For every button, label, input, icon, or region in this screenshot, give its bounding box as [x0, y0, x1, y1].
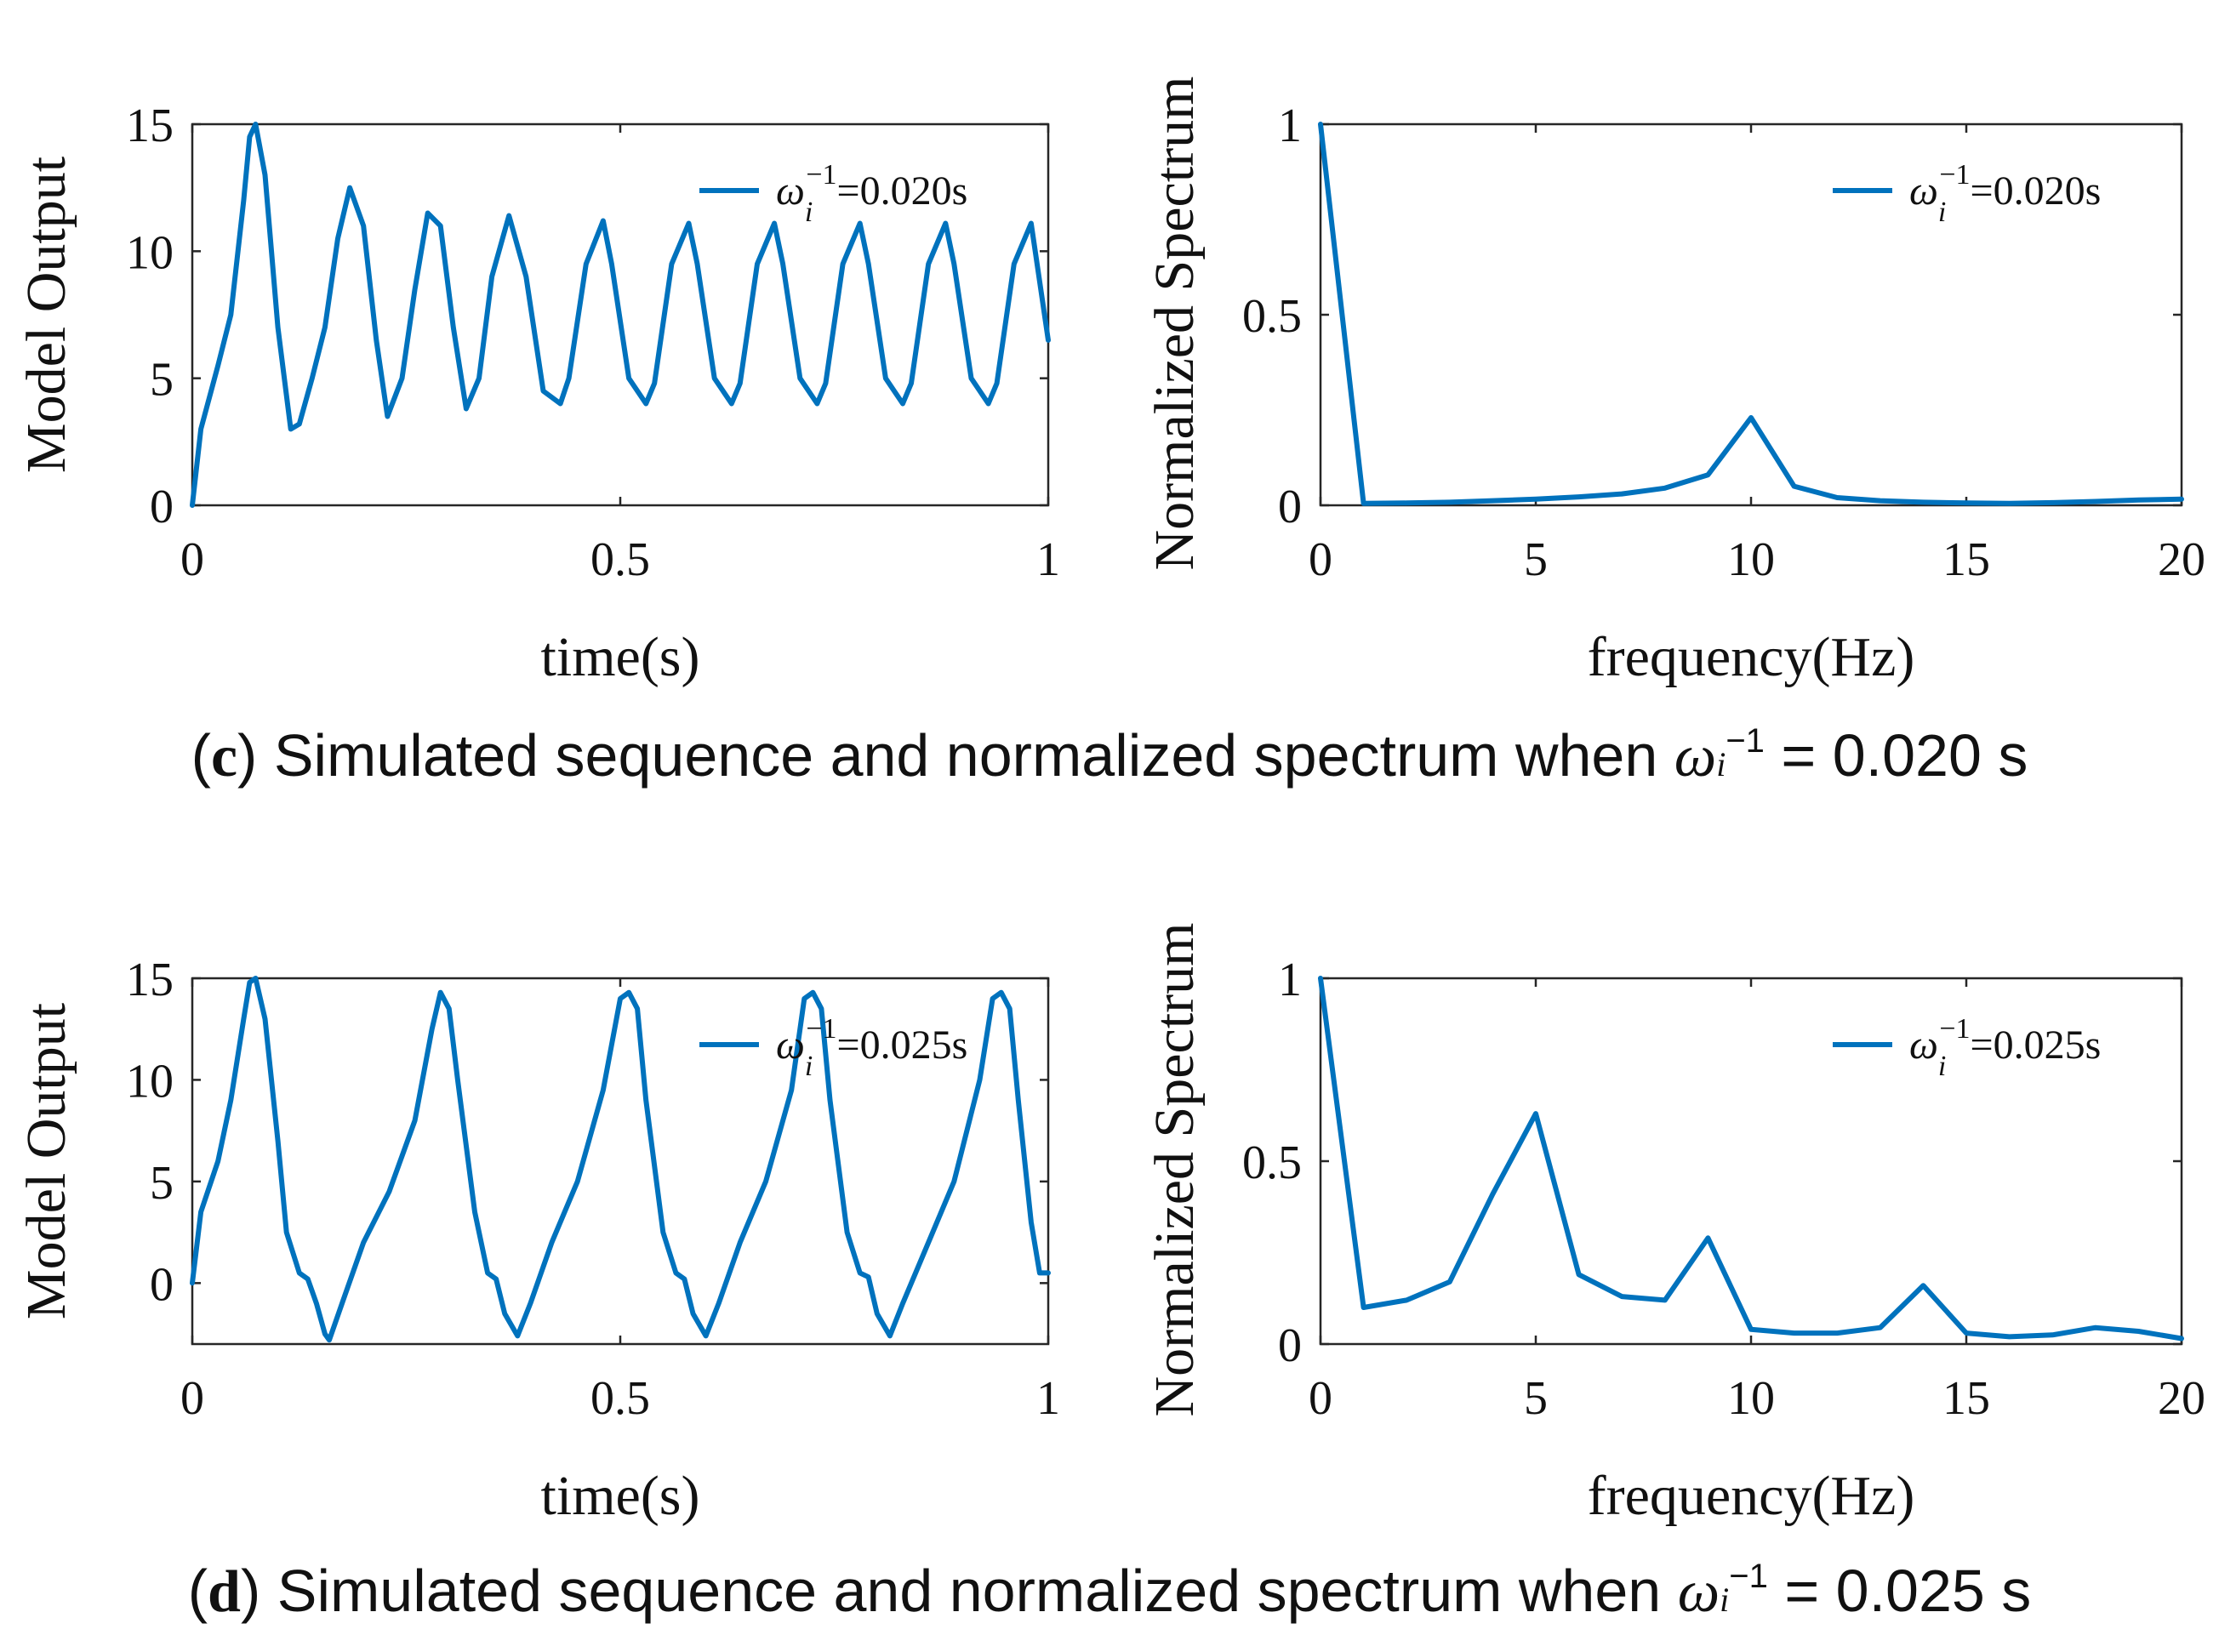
series-line: [190, 122, 1051, 508]
y-tick-label: 0: [150, 481, 174, 533]
caption-c: (c) Simulated sequence and normalized sp…: [191, 722, 2028, 789]
x-axis-label: frequency(Hz): [1588, 1465, 1915, 1527]
x-tick-label: 5: [1524, 1372, 1548, 1425]
y-tick-label: 5: [150, 354, 174, 407]
chart-c-normalized-spectrum: 0 5 10 15 20 0 0.5 1 frequency(Hz) Normalized Spe…: [1144, 77, 2205, 688]
y-tick-label: 0: [150, 1258, 174, 1311]
x-tick-label: 1: [1036, 533, 1060, 586]
caption-c-value: = 0.020 s: [1781, 722, 2028, 789]
legend-subscript: i: [1938, 1051, 1946, 1082]
legend-value: =0.025s: [837, 1023, 968, 1068]
y-axis-label: Model Output: [15, 1003, 77, 1319]
legend-subscript: i: [805, 197, 813, 228]
x-tick-label: 10: [1727, 533, 1775, 586]
legend-superscript: −1: [806, 1013, 836, 1045]
series-line: [190, 976, 1051, 1343]
caption-d-letter: d: [208, 1559, 241, 1625]
legend-subscript: i: [805, 1051, 813, 1082]
legend-symbol: ω: [776, 168, 805, 214]
y-tick-label: 0: [1278, 481, 1302, 533]
caption-c-subscript: i: [1716, 745, 1726, 783]
x-tick-label: 0.5: [590, 533, 650, 586]
y-tick-label: 10: [126, 226, 174, 279]
x-axis-label: time(s): [541, 1465, 700, 1527]
y-tick-label: 0.5: [1242, 1136, 1302, 1189]
y-axis-label: Normalized Spectrum: [1144, 923, 1206, 1417]
x-axis-label: frequency(Hz): [1588, 626, 1915, 688]
legend-value: =0.020s: [1971, 168, 2102, 214]
x-tick-label: 0: [1309, 1372, 1332, 1425]
x-tick-label: 10: [1727, 1372, 1775, 1425]
caption-d-subscript: i: [1720, 1581, 1730, 1619]
x-tick-label: 20: [2158, 533, 2205, 586]
x-tick-label: 20: [2158, 1372, 2205, 1425]
y-tick-label: 10: [126, 1055, 174, 1108]
x-tick-label: 0: [180, 1372, 204, 1425]
legend-superscript: −1: [1939, 1013, 1970, 1045]
y-tick-label: 15: [126, 954, 174, 1006]
chart-d-normalized-spectrum: 0 5 10 15 20 0 0.5 1 frequency(Hz) Normalized Spe…: [1144, 923, 2205, 1527]
caption-d-superscript: −1: [1729, 1558, 1768, 1595]
legend-label: ωi −1=0.025s: [776, 1013, 967, 1082]
caption-d-symbol: ω: [1677, 1559, 1720, 1625]
y-axis-label: Model Output: [15, 157, 77, 473]
caption-c-symbol: ω: [1674, 724, 1717, 789]
legend-subscript: i: [1938, 197, 1946, 228]
x-tick-label: 15: [1942, 533, 1990, 586]
y-tick-label: 0.5: [1242, 290, 1302, 343]
legend-superscript: −1: [806, 159, 836, 191]
x-tick-label: 0: [180, 533, 204, 586]
legend-label: ωi −1=0.020s: [1909, 159, 2101, 228]
x-axis-label: time(s): [541, 626, 700, 688]
x-tick-label: 15: [1942, 1372, 1990, 1425]
caption-c-letter: c: [210, 724, 238, 789]
y-axis-label: Normalized Spectrum: [1144, 77, 1206, 571]
series-line: [1318, 122, 2184, 506]
caption-c-superscript: −1: [1726, 722, 1765, 760]
legend-symbol: ω: [776, 1023, 805, 1068]
legend-symbol: ω: [1909, 168, 1938, 214]
x-tick-label: 1: [1036, 1372, 1060, 1425]
caption-d-value: = 0.025 s: [1784, 1558, 2032, 1624]
x-tick-label: 0: [1309, 533, 1332, 586]
legend-label: ωi −1=0.025s: [1909, 1013, 2101, 1082]
y-tick-label: 1: [1278, 954, 1302, 1006]
legend-label: ωi −1=0.020s: [776, 159, 967, 228]
legend-symbol: ω: [1909, 1023, 1938, 1068]
caption-d-text: Simulated sequence and normalized spectr…: [277, 1558, 1662, 1624]
caption-d: (d) Simulated sequence and normalized sp…: [187, 1558, 2032, 1625]
y-tick-label: 1: [1278, 100, 1302, 152]
series-line: [1318, 976, 2184, 1342]
legend-value: =0.025s: [1971, 1023, 2102, 1068]
x-tick-label: 5: [1524, 533, 1548, 586]
x-tick-label: 0.5: [590, 1372, 650, 1425]
y-tick-label: 0: [1278, 1319, 1302, 1372]
caption-c-text: Simulated sequence and normalized spectr…: [273, 722, 1658, 789]
legend-superscript: −1: [1939, 159, 1970, 191]
legend-value: =0.020s: [837, 168, 968, 214]
y-tick-label: 5: [150, 1157, 174, 1210]
y-tick-label: 15: [126, 100, 174, 152]
